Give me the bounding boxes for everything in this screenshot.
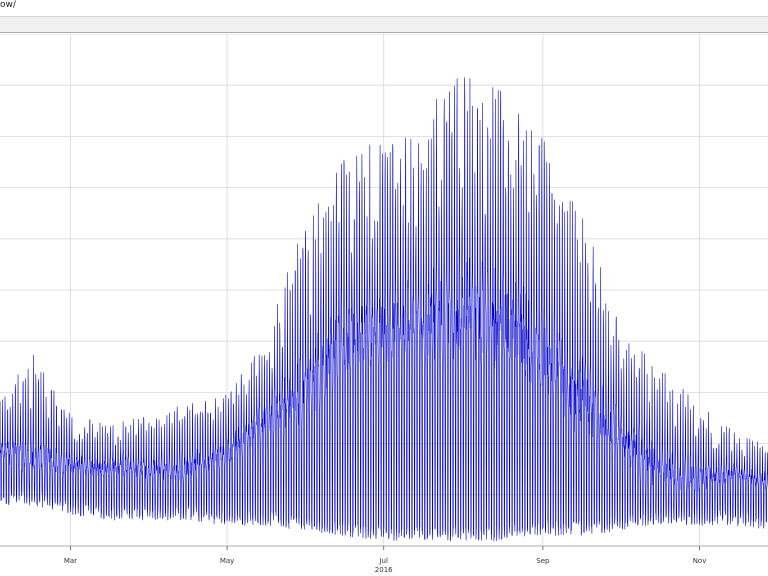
series-path — [0, 77, 768, 542]
x-axis-tick-label: Jul — [378, 557, 388, 565]
x-axis-tick-label: May — [220, 557, 234, 565]
x-axis-ticks: Mar May Jul Sep Nov — [0, 545, 768, 565]
window-title-fragment: ow/ — [0, 0, 16, 10]
x-axis-tick-label: Sep — [536, 557, 550, 565]
series-line — [0, 77, 768, 542]
chart-svg: Mar May Jul Sep Nov 2016 — [0, 34, 768, 574]
x-axis-year-label: 2016 — [375, 566, 393, 574]
x-axis-tick-label: Mar — [64, 557, 77, 565]
chart-area: Mar May Jul Sep Nov 2016 — [0, 34, 768, 576]
toolbar — [0, 16, 768, 33]
x-axis-tick-label: Nov — [693, 557, 707, 565]
